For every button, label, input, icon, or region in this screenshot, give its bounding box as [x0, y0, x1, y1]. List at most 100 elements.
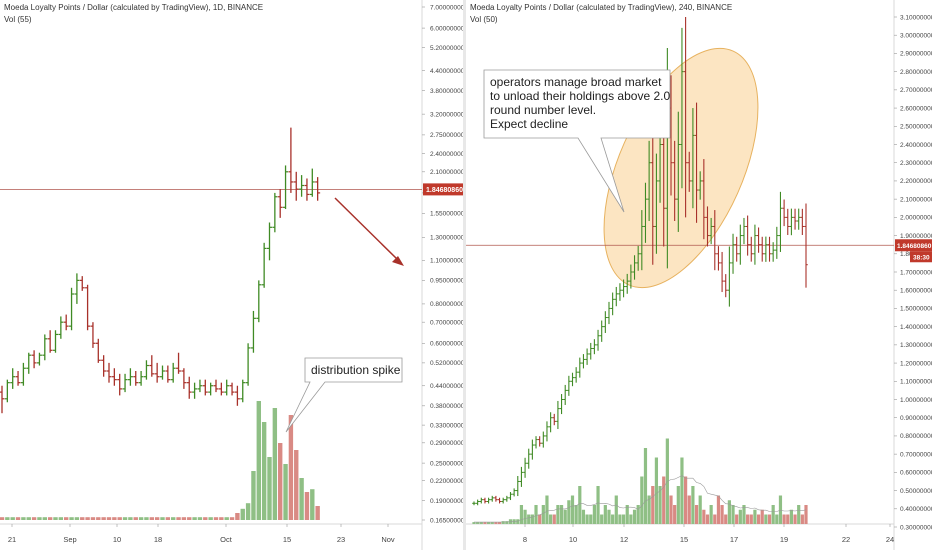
volume-bar	[570, 495, 575, 524]
ohlc-bar	[208, 382, 214, 396]
volume-bar	[782, 514, 786, 524]
pane-divider[interactable]	[463, 0, 466, 550]
x-tick-label: 8	[523, 535, 527, 544]
callout-bubble	[483, 69, 671, 213]
ohlc-bar	[267, 222, 272, 261]
volume-bar	[490, 522, 494, 524]
volume-bar	[658, 486, 662, 524]
ohlc-bar	[508, 492, 513, 501]
daily-chart-canvas[interactable]: 7.00000000 6.00000000 5.20000000 4.40000000…	[0, 0, 464, 550]
ohlc-bar	[26, 352, 32, 374]
ohlc-bar	[647, 140, 651, 221]
ohlc-bar	[643, 182, 648, 243]
chart-pane-4h[interactable]: Moeda Loyalty Points / Dollar (calculate…	[466, 0, 932, 550]
volume-bar	[705, 514, 710, 524]
ohlc-bar	[742, 217, 746, 245]
volume-bar	[691, 486, 695, 524]
countdown-tag	[910, 251, 932, 263]
volume-bar	[101, 517, 106, 520]
volume-bar	[567, 500, 571, 524]
volume-bar	[574, 505, 578, 524]
ohlc-bar	[515, 476, 520, 497]
ohlc-bar	[698, 171, 702, 200]
ohlc-bar	[775, 226, 779, 259]
volume-bar	[749, 514, 753, 524]
volume-bar	[58, 517, 64, 520]
volume-bar	[640, 476, 644, 524]
volume-bar	[96, 517, 101, 520]
y-tick-label: 1.50000000	[900, 306, 932, 313]
y-tick-label: 0.90000000	[900, 415, 932, 422]
ohlc-bar	[570, 372, 575, 387]
y-tick-label: 0.44000000	[430, 383, 464, 390]
volume-bar	[651, 486, 655, 524]
ohlc-bar	[101, 355, 107, 377]
volume-bar	[629, 514, 633, 524]
ohlc-bar	[224, 379, 230, 396]
ohlc-bar	[74, 273, 80, 304]
y-tick-label: 2.70000000	[900, 87, 932, 94]
volume-bar	[112, 517, 117, 520]
volume-bar	[310, 489, 315, 520]
decline-arrow-line	[334, 197, 399, 261]
y-tick-label: 1.10000000	[900, 379, 932, 386]
volume-bar	[154, 517, 160, 520]
ohlc-bar	[614, 286, 619, 307]
ohlc-bar	[563, 384, 568, 405]
volume-bar	[21, 517, 26, 520]
volume-bar	[662, 476, 666, 524]
ohlc-bar	[245, 343, 251, 386]
y-tick-label: 2.60000000	[900, 105, 932, 112]
callout-bubble	[285, 357, 403, 433]
ohlc-bar	[599, 320, 604, 342]
volume-bar	[197, 517, 203, 520]
ohlc-bar	[738, 224, 743, 265]
volume-bar	[5, 517, 10, 520]
volume-bar	[31, 517, 37, 520]
ohlc-bar	[165, 365, 171, 383]
volume-bar	[42, 517, 47, 520]
volume-bar	[684, 476, 688, 524]
volume-bar	[476, 522, 480, 524]
y-tick-label: 2.10000000	[430, 169, 464, 176]
y-tick-label: 3.00000000	[900, 33, 932, 40]
x-tick-label: 21	[8, 535, 16, 544]
chart-pane-daily[interactable]: Moeda Loyalty Points / Dollar (calculate…	[0, 0, 464, 550]
ohlc-bar	[592, 339, 597, 355]
ohlc-bar	[676, 111, 681, 232]
ohlc-bar	[176, 352, 182, 374]
y-tick-label: 0.29000000	[430, 440, 464, 447]
x-tick-label: 17	[730, 535, 738, 544]
ohlc-bar	[723, 274, 728, 298]
ohlc-bar	[556, 400, 560, 430]
x-tick-label: 23	[337, 535, 345, 544]
volume-bar	[643, 448, 648, 524]
volume-bar	[128, 517, 133, 520]
volume-bar	[727, 500, 731, 524]
current-price-value: 1.84680860	[426, 187, 463, 194]
ohlc-bar	[545, 421, 549, 442]
volume-bar	[304, 492, 310, 520]
volume-bar	[251, 471, 256, 520]
volume-bar	[702, 509, 706, 524]
ohlc-bar	[745, 215, 750, 256]
ohlc-bar	[610, 292, 615, 316]
volume-bar	[74, 517, 80, 520]
y-tick-label: 1.90000000	[900, 233, 932, 240]
volume-bar	[90, 517, 96, 520]
ohlc-bar	[143, 360, 149, 380]
volume-bar	[235, 513, 240, 520]
ohlc-bar	[578, 357, 582, 378]
ohlc-bar	[288, 127, 294, 193]
volume-bar	[592, 505, 596, 524]
4h-chart-canvas[interactable]: 3.10000000 3.00000000 2.90000000 2.80000000…	[466, 0, 932, 550]
volume-bar	[494, 522, 498, 524]
volume-bar	[716, 495, 721, 524]
y-tick-label: 4.40000000	[430, 68, 464, 75]
volume-bar	[578, 486, 582, 524]
ohlc-bar	[261, 242, 267, 288]
y-tick-label: 0.95000000	[430, 278, 464, 285]
ohlc-bar	[197, 379, 203, 393]
ohlc-bar	[138, 371, 144, 386]
